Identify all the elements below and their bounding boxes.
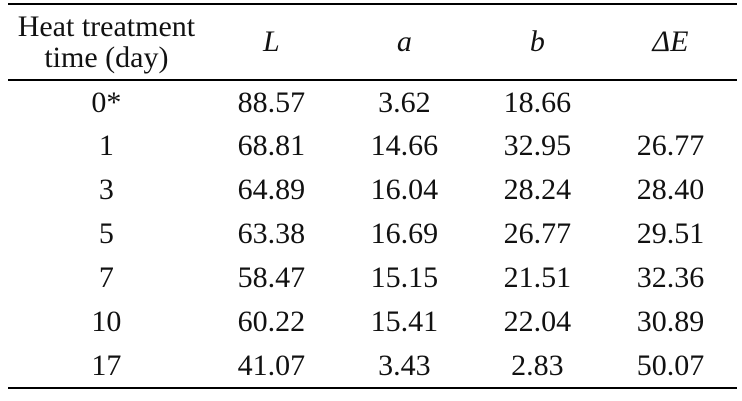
table-row: 10 60.22 15.41 22.04 30.89 <box>8 300 737 344</box>
cell-delta-e: 29.51 <box>636 217 705 250</box>
header-cell-b: b <box>470 4 604 81</box>
table-row: 17 41.07 3.43 2.83 50.07 <box>8 344 737 388</box>
cell-time: 0* <box>91 85 122 119</box>
cell-L: 63.38 <box>237 217 306 250</box>
table-row: 5 63.38 16.69 26.77 29.51 <box>8 212 737 256</box>
cell-delta-e: 32.36 <box>636 261 705 294</box>
header-cell-a: a <box>337 4 471 81</box>
cell-a: 15.15 <box>370 261 439 294</box>
cell-time: 1 <box>98 129 114 162</box>
cell-L: 60.22 <box>237 305 306 338</box>
cell-L: 41.07 <box>237 348 306 382</box>
cell-delta-e: 50.07 <box>636 348 705 382</box>
cell-delta-e: 26.77 <box>636 129 705 162</box>
header-row: Heat treatment time (day) L a b ΔE <box>8 4 737 81</box>
cell-time: 3 <box>98 173 114 206</box>
table-row: 7 58.47 15.15 21.51 32.36 <box>8 256 737 300</box>
cell-delta-e: 28.40 <box>636 173 705 206</box>
cell-b: 26.77 <box>503 217 572 250</box>
cell-a: 3.62 <box>378 85 431 119</box>
cell-b: 2.83 <box>511 348 564 382</box>
cell-time: 7 <box>98 261 114 294</box>
cell-b: 32.95 <box>503 129 572 162</box>
cell-time: 10 <box>91 305 122 338</box>
cell-L: 64.89 <box>237 173 306 206</box>
cell-a: 16.69 <box>370 217 439 250</box>
color-measurement-table: Heat treatment time (day) L a b ΔE 0* 88… <box>8 3 737 389</box>
cell-a: 14.66 <box>370 129 439 162</box>
cell-time: 17 <box>91 348 122 382</box>
cell-b: 28.24 <box>503 173 572 206</box>
cell-delta-e: 30.89 <box>636 305 705 338</box>
cell-b: 18.66 <box>503 85 572 119</box>
cell-L: 58.47 <box>237 261 306 294</box>
header-cell-L: L <box>204 4 338 81</box>
cell-b: 21.51 <box>503 261 572 294</box>
cell-L: 68.81 <box>237 129 306 162</box>
cell-L: 88.57 <box>237 85 306 119</box>
header-cell-time: Heat treatment time (day) <box>8 4 205 81</box>
header-cell-delta-e: ΔE <box>603 4 737 81</box>
cell-time: 5 <box>98 217 114 250</box>
cell-a: 15.41 <box>370 305 439 338</box>
table-row: 0* 88.57 3.62 18.66 <box>8 80 737 124</box>
cell-a: 3.43 <box>378 348 431 382</box>
cell-delta-e <box>604 80 737 124</box>
cell-a: 16.04 <box>370 173 439 206</box>
table-row: 3 64.89 16.04 28.24 28.40 <box>8 168 737 212</box>
table-row: 1 68.81 14.66 32.95 26.77 <box>8 124 737 168</box>
cell-b: 22.04 <box>503 305 572 338</box>
